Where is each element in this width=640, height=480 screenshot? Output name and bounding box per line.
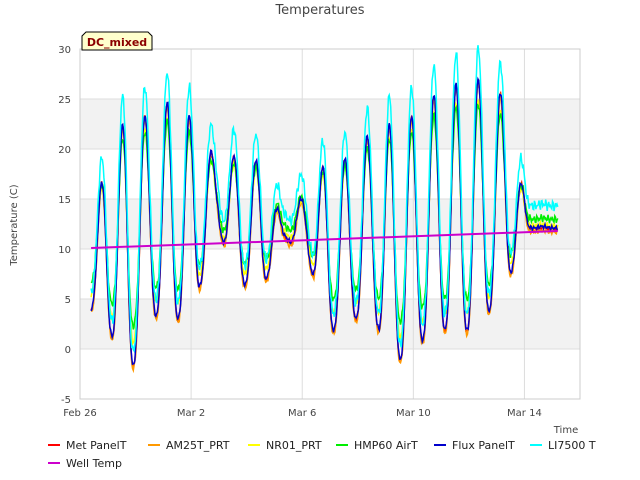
site-badge: DC_mixed <box>81 31 153 51</box>
y-tick-label: 25 <box>58 95 71 106</box>
y-tick-label: 30 <box>58 45 71 56</box>
legend-item-well: Well Temp <box>48 457 148 470</box>
legend-item-nr01: NR01_PRT <box>248 439 336 452</box>
legend-row-2: Well Temp <box>48 454 628 472</box>
x-tick-label: Mar 6 <box>288 408 316 419</box>
y-tick-label: 10 <box>58 245 71 256</box>
legend-item-am25: AM25T_PRT <box>148 439 248 452</box>
legend-item-met: Met PanelT <box>48 439 148 452</box>
series-layer <box>90 45 559 374</box>
x-tick-label: Mar 14 <box>507 408 542 419</box>
legend-row-1: Met PanelT AM25T_PRT NR01_PRT HMP60 AirT… <box>48 436 628 454</box>
legend-swatch-hmp <box>336 444 348 446</box>
x-tick-label: Feb 26 <box>63 408 97 419</box>
x-axis-label: Time <box>553 425 578 436</box>
y-tick-label: -5 <box>61 395 71 406</box>
legend-label-met: Met PanelT <box>66 438 127 452</box>
legend-label-nr01: NR01_PRT <box>266 438 322 452</box>
legend: Met PanelT AM25T_PRT NR01_PRT HMP60 AirT… <box>48 436 628 472</box>
legend-label-am25: AM25T_PRT <box>166 438 230 452</box>
y-tick-label: 0 <box>65 345 71 356</box>
x-tick-label: Mar 2 <box>177 408 205 419</box>
y-tick-label: 15 <box>58 195 71 206</box>
grid <box>79 48 581 400</box>
legend-item-li: LI7500 T <box>530 439 620 452</box>
legend-swatch-flux <box>434 444 446 446</box>
y-axis: -5 0 5 10 15 20 25 30 <box>58 45 71 406</box>
x-axis: Feb 26 Mar 2 Mar 6 Mar 10 Mar 14 <box>63 408 542 419</box>
y-tick-label: 20 <box>58 145 71 156</box>
series-line-li <box>90 45 559 353</box>
series-line-flux <box>90 76 558 366</box>
legend-swatch-nr01 <box>248 444 260 446</box>
chart-title: Temperatures <box>274 3 364 18</box>
legend-swatch-am25 <box>148 444 160 446</box>
plot-band <box>80 199 580 249</box>
legend-label-flux: Flux PanelT <box>452 438 515 452</box>
series-line-well <box>91 230 558 249</box>
legend-item-hmp: HMP60 AirT <box>336 439 434 452</box>
site-badge-label: DC_mixed <box>87 36 147 49</box>
legend-item-flux: Flux PanelT <box>434 439 530 452</box>
y-axis-label: Temperature (C) <box>9 184 20 266</box>
legend-swatch-well <box>48 462 60 464</box>
y-tick-label: 5 <box>65 295 71 306</box>
x-tick-label: Mar 10 <box>396 408 431 419</box>
plot-border <box>79 48 581 400</box>
legend-label-well: Well Temp <box>66 456 122 470</box>
legend-label-li: LI7500 T <box>548 438 596 452</box>
plot-area <box>80 49 580 399</box>
legend-swatch-li <box>530 444 542 446</box>
legend-swatch-met <box>48 444 60 446</box>
legend-label-hmp: HMP60 AirT <box>354 438 418 452</box>
